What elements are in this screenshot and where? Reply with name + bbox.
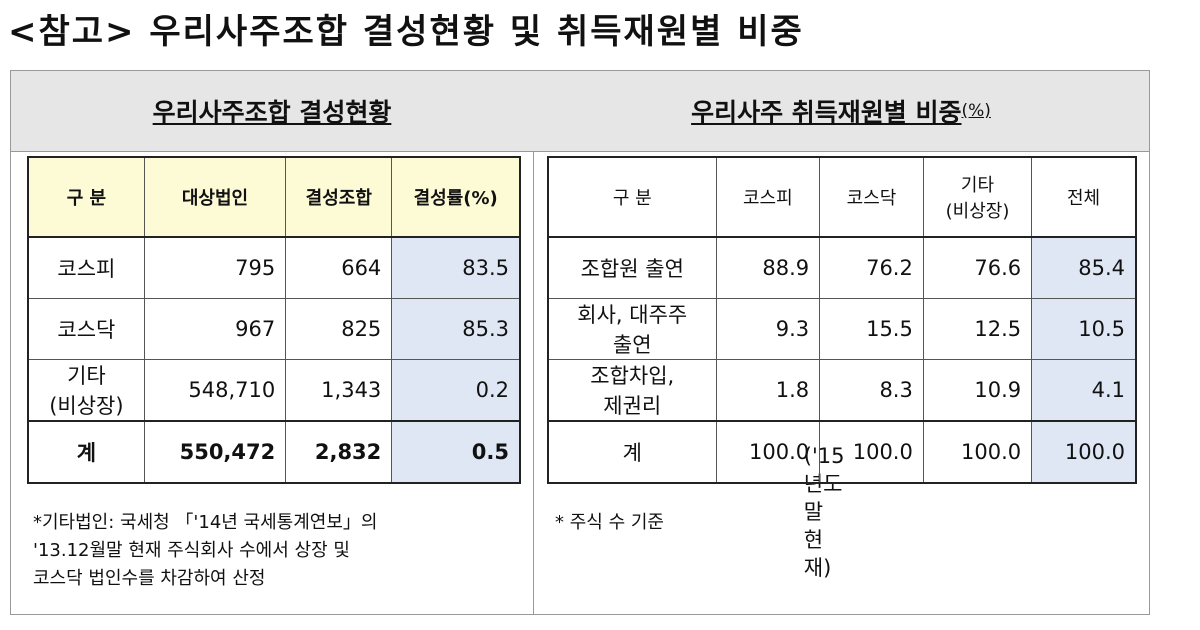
frame: 우리사주조합 결성현황 구 분 대상법인 결성조합 결성률(%) 코스피 795 664 83… [10,70,1150,615]
heading-text: 우리사주 취득재원별 비중 [691,98,962,127]
title: <참고> 우리사주조합 결성현황 및 취득재원별 비중 ('15년도말 현재) [8,4,844,580]
table-row: 코스닥 967 825 85.3 [27,298,521,360]
table-cell: 100.0 [1031,420,1137,484]
table-cell: 4.1 [1031,359,1137,422]
heading-unit: (%) [961,101,991,121]
table-cell: 10.5 [1031,298,1137,360]
header-cell: 코스닥 [819,156,924,238]
right-note: * 주식 수 기준 [555,512,664,533]
table-cell: 795 [143,236,287,299]
table-cell: 1.8 [715,359,821,422]
table-cell: 85.4 [1031,236,1137,299]
header-cell: 기타 (비상장) [922,156,1033,238]
table-cell: 15.5 [819,298,924,360]
table-row: 조합원 출연 88.9 76.2 76.6 85.4 [547,236,1137,299]
right-table: 구 분 코스피 코스닥 기타 (비상장) 전체 조합원 출연 88.9 76.2 76.6 85.… [547,156,1137,484]
table-cell: 550,472 [143,420,287,484]
row-label: 코스닥 [27,298,145,360]
table-cell: 0.5 [391,420,521,484]
header-cell: 결성조합 [285,156,393,238]
table-cell: 83.5 [391,236,521,299]
table-cell: 100.0 [715,420,821,484]
row-label: 계 [547,420,717,484]
title-text: <참고> 우리사주조합 결성현황 및 취득재원별 비중 [8,12,804,52]
table-cell: 548,710 [143,359,287,422]
right-panel: 우리사주 취득재원별 비중 (%) 구 분 코스피 코스닥 기타 (비상장) 전체 조합원 … [533,71,1149,614]
header-cell: 구 분 [547,156,717,238]
row-label: 회사, 대주주 출연 [547,298,717,360]
table-cell: 8.3 [819,359,924,422]
table-cell: 76.2 [819,236,924,299]
header-row: 구 분 코스피 코스닥 기타 (비상장) 전체 [547,156,1137,238]
table-cell: 85.3 [391,298,521,360]
table-row: 회사, 대주주 출연 9.3 15.5 12.5 10.5 [547,298,1137,360]
heading-text: 우리사주조합 결성현황 [152,98,392,127]
table-cell: 88.9 [715,236,821,299]
table-row: 기타 (비상장) 548,710 1,343 0.2 [27,359,521,422]
table-cell: 825 [285,298,393,360]
table-cell: 9.3 [715,298,821,360]
row-label: 기타 (비상장) [27,359,145,422]
left-heading: 우리사주조합 결성현황 [11,71,533,152]
table-cell: 664 [285,236,393,299]
table-row: 조합차입, 제권리 1.8 8.3 10.9 4.1 [547,359,1137,422]
left-panel: 우리사주조합 결성현황 구 분 대상법인 결성조합 결성률(%) 코스피 795 664 83… [11,71,534,614]
header-cell: 전체 [1031,156,1137,238]
header-row: 구 분 대상법인 결성조합 결성률(%) [27,156,521,238]
header-cell: 대상법인 [143,156,287,238]
row-label: 조합원 출연 [547,236,717,299]
table-row: 계 550,472 2,832 0.5 [27,420,521,484]
table-cell: 10.9 [922,359,1033,422]
row-label: 계 [27,420,145,484]
table-cell: 12.5 [922,298,1033,360]
header-cell: 구 분 [27,156,145,238]
table-row: 계 100.0 100.0 100.0 100.0 [547,420,1137,484]
table-cell: 1,343 [285,359,393,422]
left-table: 구 분 대상법인 결성조합 결성률(%) 코스피 795 664 83.5 코스닥 967 825 8… [27,156,521,484]
table-cell: 100.0 [819,420,924,484]
left-note: *기타법인: 국세청 「'14년 국세통계연보」의 '13.12월말 현재 주식… [33,512,378,589]
table-cell: 967 [143,298,287,360]
row-label: 조합차입, 제권리 [547,359,717,422]
table-cell: 100.0 [922,420,1033,484]
right-heading: 우리사주 취득재원별 비중 (%) [533,71,1149,152]
table-cell: 2,832 [285,420,393,484]
table-cell: 76.6 [922,236,1033,299]
table-row: 코스피 795 664 83.5 [27,236,521,299]
header-cell: 결성률(%) [391,156,521,238]
row-label: 코스피 [27,236,145,299]
header-cell: 코스피 [715,156,821,238]
table-cell: 0.2 [391,359,521,422]
